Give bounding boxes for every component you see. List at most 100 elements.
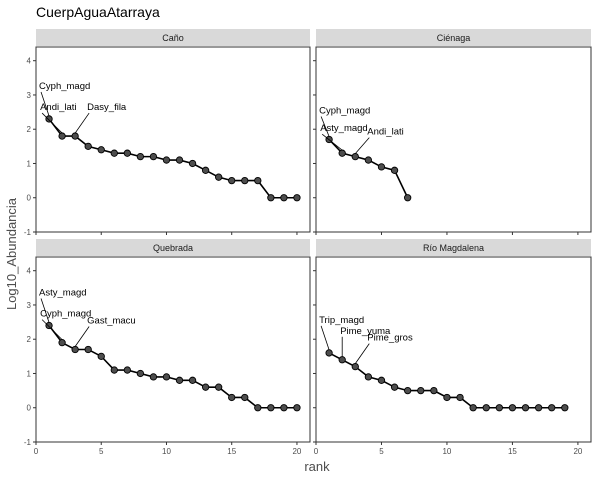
data-point bbox=[215, 173, 223, 181]
data-point bbox=[241, 176, 249, 185]
data-point bbox=[228, 393, 236, 402]
annotation-label: Asty_magd bbox=[39, 288, 87, 299]
y-tick-label: 2 bbox=[27, 125, 32, 134]
data-point bbox=[84, 142, 92, 151]
data-point bbox=[548, 404, 556, 412]
y-tick-label: 1 bbox=[27, 369, 32, 378]
annotation-label: Gast_macu bbox=[87, 316, 136, 327]
x-tick-label: 15 bbox=[508, 447, 517, 456]
y-axis-title: Log10_Abundancia bbox=[4, 197, 19, 310]
data-point bbox=[534, 404, 543, 412]
data-point bbox=[469, 404, 477, 412]
series-line bbox=[48, 118, 297, 199]
data-point bbox=[123, 149, 131, 157]
series-line bbox=[48, 325, 297, 409]
annotation-label: Cyph_magd bbox=[39, 81, 90, 92]
data-point bbox=[417, 386, 425, 395]
annotation-leader bbox=[321, 133, 343, 151]
x-tick-label: 5 bbox=[379, 447, 384, 456]
data-point bbox=[58, 338, 66, 347]
panel-border bbox=[35, 46, 311, 233]
data-point bbox=[228, 176, 236, 185]
data-point bbox=[136, 152, 145, 161]
data-point bbox=[149, 373, 158, 381]
x-tick-label: 20 bbox=[292, 447, 301, 456]
facet-strip bbox=[316, 239, 591, 256]
data-point bbox=[521, 404, 530, 412]
data-point bbox=[390, 166, 399, 174]
x-tick-label: 0 bbox=[314, 447, 319, 456]
panel-border bbox=[315, 256, 592, 443]
annotation-leader bbox=[40, 298, 50, 323]
x-tick-label: 20 bbox=[573, 447, 582, 456]
y-tick-label: 2 bbox=[27, 335, 32, 344]
data-point bbox=[325, 349, 333, 357]
data-point bbox=[58, 132, 66, 140]
facet-strip-label: Quebrada bbox=[153, 243, 193, 253]
annotation-leader bbox=[320, 116, 330, 137]
data-point bbox=[110, 366, 118, 374]
facet-strip-label: Caño bbox=[162, 33, 184, 43]
data-point bbox=[280, 194, 288, 202]
annotation-label: Cyph_magd bbox=[319, 106, 370, 117]
data-point bbox=[456, 393, 464, 402]
y-tick-label: 0 bbox=[27, 404, 32, 413]
data-point bbox=[97, 146, 105, 154]
x-tick-label: 0 bbox=[34, 447, 39, 456]
annotation-leader bbox=[354, 343, 370, 364]
data-point bbox=[443, 393, 451, 402]
chart-title: CuerpAguaAtarraya bbox=[36, 4, 160, 20]
data-point bbox=[201, 383, 210, 391]
data-point bbox=[430, 386, 438, 395]
data-point bbox=[45, 115, 53, 123]
data-point bbox=[254, 176, 262, 185]
panel-border bbox=[315, 46, 592, 233]
annotation-leader bbox=[41, 112, 63, 134]
data-point bbox=[110, 149, 118, 157]
data-point bbox=[97, 352, 105, 361]
y-tick-label: 3 bbox=[27, 301, 32, 310]
x-tick-label: 15 bbox=[227, 447, 236, 456]
data-point bbox=[123, 366, 131, 374]
data-point bbox=[267, 194, 275, 202]
annotation-label: Andi_lati bbox=[40, 102, 76, 113]
data-point bbox=[508, 404, 517, 412]
data-point bbox=[188, 159, 197, 168]
facet-strip bbox=[36, 29, 310, 46]
data-point bbox=[377, 376, 386, 384]
x-tick-label: 5 bbox=[99, 447, 104, 456]
y-tick-label: 3 bbox=[27, 91, 32, 100]
data-point bbox=[364, 373, 373, 381]
data-point bbox=[404, 386, 412, 395]
data-point bbox=[45, 321, 53, 330]
x-axis-title: rank bbox=[304, 459, 330, 474]
annotation-label: Asty_magd bbox=[320, 123, 368, 134]
facet-strip-label: Ciénaga bbox=[437, 33, 471, 43]
data-point bbox=[482, 404, 490, 412]
annotation-leader bbox=[40, 91, 50, 117]
data-point bbox=[338, 356, 346, 364]
annotation-leader bbox=[354, 137, 370, 154]
data-point bbox=[188, 376, 197, 384]
data-point bbox=[351, 152, 359, 161]
y-tick-label: 4 bbox=[27, 57, 32, 66]
data-point bbox=[280, 404, 288, 412]
annotation-leader bbox=[320, 325, 330, 351]
data-point bbox=[201, 166, 210, 174]
data-point bbox=[254, 404, 262, 412]
data-point bbox=[215, 383, 223, 391]
y-tick-label: -1 bbox=[24, 438, 32, 447]
annotation-label: Pime_yuma bbox=[340, 326, 391, 337]
annotation-leader bbox=[74, 326, 90, 347]
data-point bbox=[351, 362, 359, 371]
data-point bbox=[561, 404, 569, 412]
annotation-leader bbox=[74, 112, 90, 134]
annotation-label: Trip_magd bbox=[319, 315, 364, 326]
facet-panel: Río Magdalena 0 5 10 15 20 Trip_magdPime_yumaP… bbox=[313, 239, 592, 456]
y-tick-label: -1 bbox=[24, 228, 32, 237]
annotation-label: Pime_gros bbox=[367, 333, 413, 344]
facet-strip bbox=[316, 29, 591, 46]
facet-panel: Ciénaga Cyph_magd Asty_magd Andi_lati bbox=[313, 29, 592, 235]
